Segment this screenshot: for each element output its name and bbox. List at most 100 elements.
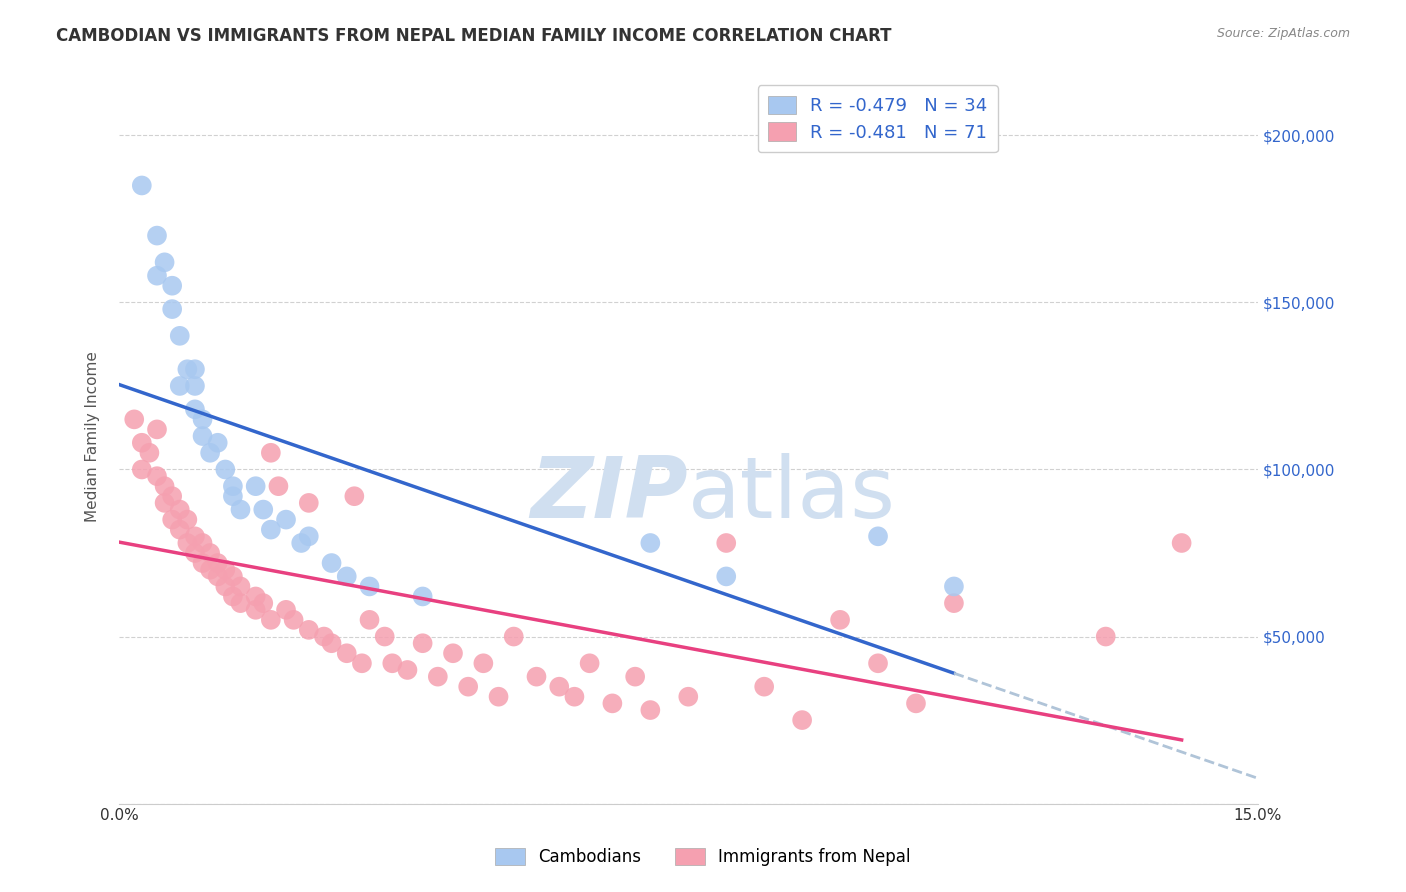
Point bbox=[716, 536, 738, 550]
Point bbox=[131, 462, 153, 476]
Point bbox=[942, 579, 965, 593]
Point bbox=[252, 596, 274, 610]
Point bbox=[640, 703, 662, 717]
Point bbox=[146, 228, 169, 243]
Point bbox=[274, 603, 297, 617]
Point bbox=[336, 569, 359, 583]
Point bbox=[169, 328, 191, 343]
Point bbox=[198, 446, 221, 460]
Point bbox=[336, 646, 359, 660]
Point bbox=[942, 596, 965, 610]
Point bbox=[472, 657, 495, 671]
Point bbox=[564, 690, 586, 704]
Point bbox=[343, 489, 366, 503]
Point bbox=[207, 556, 229, 570]
Point bbox=[866, 657, 889, 671]
Point bbox=[184, 362, 207, 376]
Point bbox=[678, 690, 700, 704]
Point bbox=[184, 379, 207, 393]
Point bbox=[222, 590, 245, 604]
Point bbox=[290, 536, 312, 550]
Point bbox=[754, 680, 776, 694]
Point bbox=[176, 536, 198, 550]
Point bbox=[245, 590, 267, 604]
Point bbox=[191, 412, 214, 426]
Point bbox=[122, 412, 145, 426]
Point bbox=[214, 462, 236, 476]
Point bbox=[229, 579, 252, 593]
Point bbox=[146, 422, 169, 436]
Point bbox=[207, 569, 229, 583]
Point bbox=[374, 630, 396, 644]
Point bbox=[160, 489, 183, 503]
Legend: Cambodians, Immigrants from Nepal: Cambodians, Immigrants from Nepal bbox=[486, 840, 920, 875]
Point bbox=[153, 496, 176, 510]
Point bbox=[191, 556, 214, 570]
Point bbox=[298, 496, 321, 510]
Text: ZIP: ZIP bbox=[530, 453, 689, 536]
Point bbox=[169, 523, 191, 537]
Point bbox=[252, 502, 274, 516]
Point bbox=[222, 489, 245, 503]
Point bbox=[229, 596, 252, 610]
Point bbox=[640, 536, 662, 550]
Point bbox=[214, 563, 236, 577]
Point bbox=[191, 429, 214, 443]
Point bbox=[866, 529, 889, 543]
Point bbox=[359, 613, 381, 627]
Point bbox=[441, 646, 464, 660]
Point bbox=[359, 579, 381, 593]
Point bbox=[222, 569, 245, 583]
Point bbox=[153, 255, 176, 269]
Point bbox=[578, 657, 600, 671]
Point bbox=[184, 402, 207, 417]
Text: Source: ZipAtlas.com: Source: ZipAtlas.com bbox=[1216, 27, 1350, 40]
Point bbox=[198, 546, 221, 560]
Point bbox=[169, 379, 191, 393]
Point bbox=[153, 479, 176, 493]
Point bbox=[214, 579, 236, 593]
Point bbox=[207, 435, 229, 450]
Point bbox=[131, 435, 153, 450]
Point bbox=[260, 446, 283, 460]
Point bbox=[160, 513, 183, 527]
Point bbox=[548, 680, 571, 694]
Point bbox=[457, 680, 479, 694]
Point bbox=[312, 630, 335, 644]
Point bbox=[160, 278, 183, 293]
Point bbox=[396, 663, 419, 677]
Point bbox=[502, 630, 524, 644]
Y-axis label: Median Family Income: Median Family Income bbox=[86, 351, 100, 522]
Text: atlas: atlas bbox=[689, 453, 896, 536]
Legend: R = -0.479   N = 34, R = -0.481   N = 71: R = -0.479 N = 34, R = -0.481 N = 71 bbox=[758, 85, 998, 153]
Point bbox=[160, 302, 183, 317]
Point bbox=[624, 670, 647, 684]
Point bbox=[350, 657, 373, 671]
Point bbox=[191, 536, 214, 550]
Text: CAMBODIAN VS IMMIGRANTS FROM NEPAL MEDIAN FAMILY INCOME CORRELATION CHART: CAMBODIAN VS IMMIGRANTS FROM NEPAL MEDIA… bbox=[56, 27, 891, 45]
Point bbox=[245, 479, 267, 493]
Point bbox=[146, 268, 169, 283]
Point bbox=[169, 502, 191, 516]
Point bbox=[602, 697, 624, 711]
Point bbox=[298, 529, 321, 543]
Point bbox=[283, 613, 305, 627]
Point bbox=[321, 636, 343, 650]
Point bbox=[828, 613, 851, 627]
Point bbox=[381, 657, 404, 671]
Point bbox=[267, 479, 290, 493]
Point bbox=[198, 563, 221, 577]
Point bbox=[245, 603, 267, 617]
Point bbox=[184, 529, 207, 543]
Point bbox=[176, 513, 198, 527]
Point bbox=[792, 713, 814, 727]
Point bbox=[904, 697, 927, 711]
Point bbox=[526, 670, 548, 684]
Point bbox=[176, 362, 198, 376]
Point bbox=[412, 636, 434, 650]
Point bbox=[412, 590, 434, 604]
Point bbox=[321, 556, 343, 570]
Point bbox=[1094, 630, 1116, 644]
Point bbox=[229, 502, 252, 516]
Point bbox=[131, 178, 153, 193]
